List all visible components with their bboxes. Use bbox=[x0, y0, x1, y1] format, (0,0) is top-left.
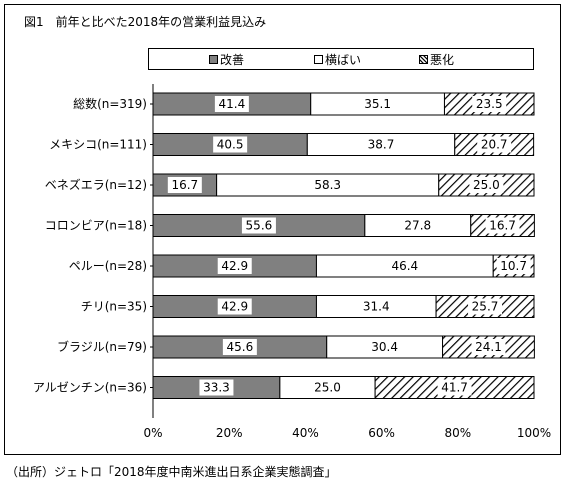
x-tick-label: 0% bbox=[143, 426, 162, 440]
data-label-bg bbox=[469, 177, 504, 193]
data-label: 10.7 bbox=[500, 259, 527, 273]
data-label-bg bbox=[496, 258, 531, 274]
data-label: 45.6 bbox=[227, 340, 254, 354]
data-label: 20.7 bbox=[481, 138, 508, 152]
legend-label-same: 横ばい bbox=[325, 52, 362, 67]
data-label-bg bbox=[367, 339, 402, 355]
legend-item-same: 横ばい bbox=[314, 52, 362, 67]
data-label: 42.9 bbox=[221, 300, 248, 314]
data-label: 24.1 bbox=[475, 340, 502, 354]
category-label: ペルー(n=28) bbox=[69, 259, 147, 273]
data-label: 41.7 bbox=[441, 381, 468, 395]
legend-label-improve: 改善 bbox=[220, 52, 245, 67]
data-label: 25.0 bbox=[473, 178, 500, 192]
source-note: （出所）ジェトロ「2018年度中南米進出日系企業実態調査」 bbox=[6, 465, 337, 479]
data-label-bg bbox=[477, 136, 512, 153]
data-label: 46.4 bbox=[391, 259, 418, 273]
category-label: アルゼンチン(n=36) bbox=[33, 381, 147, 395]
data-label: 55.6 bbox=[246, 219, 273, 233]
data-label-bg bbox=[310, 379, 345, 396]
category-label: メキシコ(n=111) bbox=[49, 138, 147, 152]
data-label-bg bbox=[214, 96, 249, 112]
data-label-bg bbox=[222, 339, 257, 355]
data-label-bg bbox=[310, 177, 345, 193]
legend-item-worse: 悪化 bbox=[419, 52, 455, 67]
data-label: 40.5 bbox=[217, 138, 244, 152]
data-label-bg bbox=[364, 136, 399, 153]
data-label-bg bbox=[485, 217, 520, 234]
data-label: 25.7 bbox=[472, 300, 499, 314]
data-label-bg bbox=[199, 379, 234, 396]
category-label: 総数(n=319) bbox=[73, 96, 147, 111]
category-label: ブラジル(n=79) bbox=[57, 339, 147, 354]
data-label: 31.4 bbox=[363, 300, 390, 314]
legend-swatch-worse bbox=[419, 54, 428, 64]
x-tick-label: 60% bbox=[368, 426, 395, 440]
data-label-bg bbox=[167, 177, 202, 193]
x-tick-label: 100% bbox=[517, 426, 551, 440]
chart-title: 図1 前年と比べた2018年の営業利益見込み bbox=[24, 15, 267, 29]
data-label: 16.7 bbox=[489, 219, 516, 233]
data-label: 30.4 bbox=[371, 340, 398, 354]
data-label: 16.7 bbox=[171, 178, 198, 192]
x-tick-label: 20% bbox=[216, 426, 243, 440]
data-label: 38.7 bbox=[368, 138, 395, 152]
data-label: 35.1 bbox=[364, 97, 391, 111]
data-label-bg bbox=[472, 96, 507, 112]
data-label-bg bbox=[400, 217, 435, 234]
category-label: コロンビア(n=18) bbox=[45, 219, 147, 233]
category-label: チリ(n=35) bbox=[81, 300, 147, 314]
data-label-bg bbox=[387, 258, 422, 274]
data-label: 33.3 bbox=[203, 381, 230, 395]
category-label: ベネズエラ(n=12) bbox=[45, 177, 147, 192]
data-label: 27.8 bbox=[404, 219, 431, 233]
legend: 改善 横ばい 悪化 bbox=[148, 48, 534, 70]
data-label-bg bbox=[471, 339, 506, 355]
data-label-bg bbox=[437, 379, 472, 396]
legend-item-improve: 改善 bbox=[209, 52, 245, 67]
data-label-bg bbox=[217, 298, 252, 315]
data-label: 25.0 bbox=[314, 381, 341, 395]
data-label-bg bbox=[213, 136, 248, 153]
data-label-bg bbox=[359, 298, 394, 315]
data-label-bg bbox=[360, 96, 395, 112]
data-label-bg bbox=[468, 298, 503, 315]
data-label: 23.5 bbox=[476, 97, 503, 111]
data-label-bg bbox=[241, 217, 276, 234]
data-label: 42.9 bbox=[221, 259, 248, 273]
x-tick-label: 40% bbox=[292, 426, 319, 440]
legend-label-worse: 悪化 bbox=[430, 52, 455, 67]
x-tick-label: 80% bbox=[444, 426, 471, 440]
data-label-bg bbox=[217, 258, 252, 274]
legend-swatch-improve bbox=[209, 54, 218, 64]
legend-swatch-same bbox=[314, 54, 323, 64]
data-label: 41.4 bbox=[219, 97, 246, 111]
data-label: 58.3 bbox=[314, 178, 341, 192]
